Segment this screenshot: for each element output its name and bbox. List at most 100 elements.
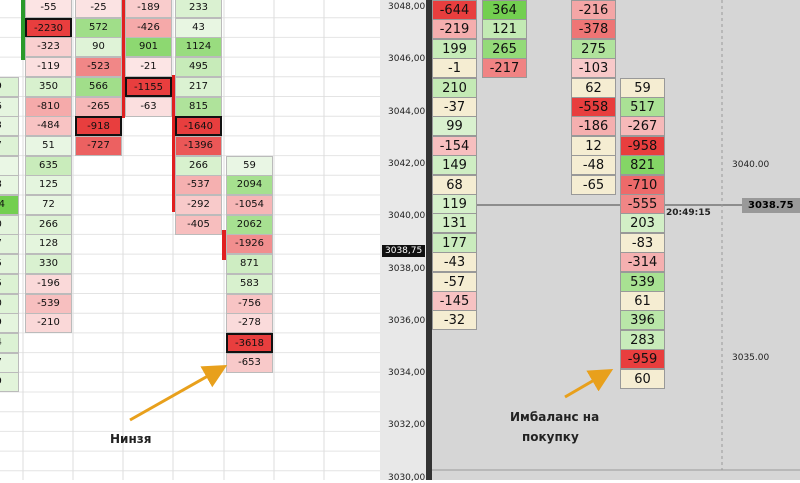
- footprint-cell: -83: [620, 232, 665, 253]
- footprint-cell: 33: [0, 116, 19, 137]
- footprint-cell: 572: [75, 17, 122, 38]
- footprint-cell: -537: [175, 175, 222, 196]
- footprint-cell: 266: [25, 214, 72, 235]
- footprint-cell: -727: [75, 135, 122, 156]
- footprint-cell: -555: [620, 194, 665, 214]
- footprint-cell: 635: [25, 155, 72, 176]
- footprint-cell: 37: [0, 352, 19, 373]
- footprint-cell: 396: [620, 310, 665, 331]
- footprint-cell: 131: [432, 213, 477, 234]
- footprint-cell: 566: [75, 76, 122, 97]
- annotation: покупку: [522, 430, 579, 444]
- footprint-cell: -323: [25, 37, 72, 58]
- footprint-cell: -292: [175, 195, 222, 215]
- footprint-cell: 55: [0, 254, 19, 275]
- footprint-cell: 4: [0, 155, 19, 176]
- current-price: 3038,75: [382, 245, 426, 257]
- footprint-cell: 815: [175, 96, 222, 117]
- price-label: 3032,00: [388, 420, 426, 431]
- footprint-cell: -2230: [25, 17, 72, 38]
- footprint-cell: -1: [432, 58, 477, 79]
- price-axis: 3048,00 3046,00 3044,00 3042,00 3040,00 3038,…: [380, 0, 426, 483]
- footprint-cell: 199: [432, 38, 477, 59]
- price-label: 3040.00: [732, 160, 770, 170]
- footprint-cell: 901: [125, 37, 172, 58]
- footprint-cell: 61: [620, 291, 665, 311]
- footprint-cell: -314: [620, 252, 665, 273]
- footprint-cell: 871: [226, 254, 273, 275]
- footprint-cell: -57: [432, 271, 477, 292]
- footprint-cell: -756: [226, 293, 273, 314]
- footprint-cell: -267: [620, 116, 665, 137]
- footprint-cell: -37: [432, 97, 477, 117]
- footprint-cell: -154: [432, 135, 477, 156]
- footprint-cell: -217: [482, 58, 527, 79]
- footprint-cell: 128: [25, 234, 72, 255]
- footprint-cell: -426: [125, 17, 172, 38]
- annotation: Нинзя: [110, 432, 152, 446]
- footprint-cell: 821: [620, 155, 665, 176]
- footprint-cell: 539: [620, 271, 665, 292]
- footprint-cell: 50: [0, 214, 19, 235]
- right-footprint: -644 -219 199 -1 210 -37 99 -154 149 68 119 131 177-…: [426, 0, 800, 480]
- footprint-cell: -378: [571, 19, 616, 40]
- footprint-cell: 2094: [226, 175, 273, 196]
- footprint-cell: -43: [432, 252, 477, 273]
- footprint-cell: -186: [571, 116, 616, 137]
- footprint-cell: -219: [432, 19, 477, 40]
- footprint-cell: 119: [432, 194, 477, 214]
- footprint-cell: 203: [620, 213, 665, 234]
- price-label: 3036,00: [388, 315, 426, 326]
- footprint-cell: -216: [571, 0, 616, 20]
- footprint-cell: -1640: [175, 116, 222, 137]
- footprint-cell: 12: [571, 135, 616, 156]
- footprint-cell: 350: [25, 76, 72, 97]
- footprint-cell: 68: [432, 174, 477, 195]
- footprint-cell: 80: [0, 293, 19, 314]
- footprint-cell: 59: [0, 372, 19, 393]
- footprint-cell: 583: [226, 273, 273, 294]
- footprint-cell: -523: [75, 57, 122, 78]
- footprint-cell: 217: [175, 76, 222, 97]
- footprint-cell: -959: [620, 349, 665, 370]
- price-label: 3034,00: [388, 368, 426, 379]
- current-price: 3038.75: [742, 198, 800, 213]
- footprint-cell: 72: [25, 195, 72, 215]
- footprint-cell: 36: [0, 96, 19, 117]
- footprint-cell: 28: [0, 175, 19, 196]
- footprint-cell: -189: [125, 0, 172, 18]
- footprint-cell: -1155: [125, 76, 172, 97]
- footprint-cell: 233: [175, 0, 222, 18]
- footprint-cell: -810: [25, 96, 72, 117]
- footprint-cell: 495: [175, 57, 222, 78]
- annotation: Имбаланс на: [510, 410, 600, 424]
- footprint-cell: 43: [175, 17, 222, 38]
- footprint-cell: 59: [620, 77, 665, 98]
- footprint-cell: -119: [25, 57, 72, 78]
- footprint-cell: 764: [0, 195, 19, 215]
- footprint-cell: -210: [25, 313, 72, 334]
- footprint-cell: -32: [432, 310, 477, 331]
- footprint-cell: -1054: [226, 195, 273, 215]
- footprint-cell: -484: [25, 116, 72, 137]
- footprint-cell: 87: [0, 135, 19, 156]
- footprint-cell: 149: [432, 155, 477, 176]
- footprint-cell: -710: [620, 174, 665, 195]
- footprint-cell: -405: [175, 214, 222, 235]
- price-label: 3046,00: [388, 54, 426, 65]
- footprint-cell: 39: [0, 313, 19, 334]
- footprint-cell: 517: [620, 97, 665, 117]
- footprint-cell: -103: [571, 58, 616, 79]
- footprint-cell: -48: [571, 155, 616, 176]
- footprint-cell: -265: [75, 96, 122, 117]
- footprint-cell: -278: [226, 313, 273, 334]
- footprint-cell: 121: [482, 19, 527, 40]
- price-label: 3044,00: [388, 106, 426, 117]
- left-footprint: 99363387428764505755958039943759-55-2230…: [0, 0, 380, 480]
- footprint-cell: 364: [482, 0, 527, 20]
- footprint-cell: -55: [25, 0, 72, 18]
- footprint-cell: 1124: [175, 37, 222, 58]
- price-label: 3030,00: [388, 472, 426, 483]
- footprint-cell: 51: [25, 135, 72, 156]
